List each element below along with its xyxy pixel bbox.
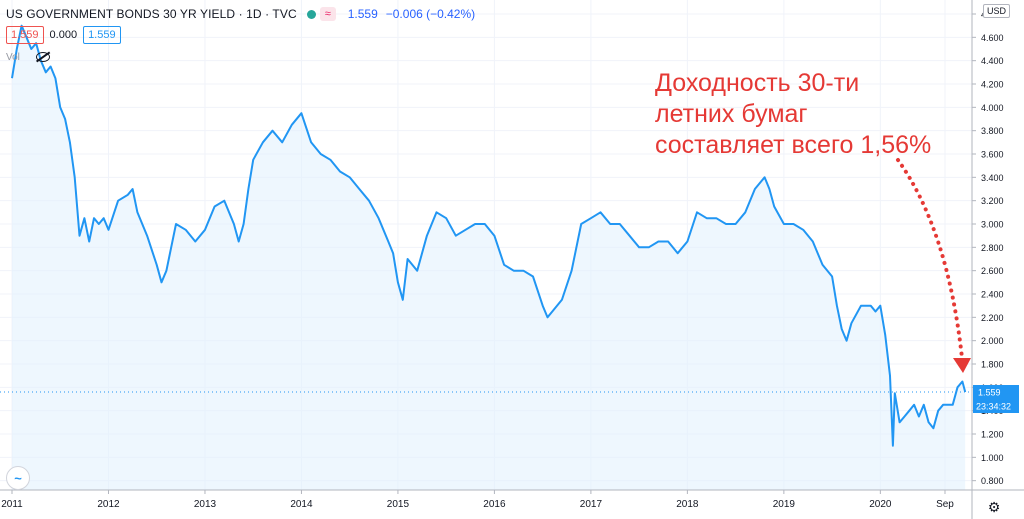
y-tick-label: 4.000 — [981, 103, 1004, 113]
y-tick-label: 1.200 — [981, 430, 1004, 440]
price-tag-value: 1.559 — [978, 388, 1001, 398]
y-tick-label: 3.800 — [981, 126, 1004, 136]
quote-row: 1.559 0.000 1.559 — [6, 26, 121, 44]
y-tick-label: 1.800 — [981, 360, 1004, 370]
sell-price[interactable]: 1.559 — [6, 26, 44, 44]
price-tag-box — [973, 385, 1019, 399]
y-tick-label: 3.200 — [981, 196, 1004, 206]
tradingview-logo-icon[interactable]: ~ — [6, 466, 30, 490]
y-tick-label: 2.200 — [981, 313, 1004, 323]
x-tick-label: Sep — [936, 499, 954, 510]
x-tick-label: 2011 — [1, 499, 23, 510]
y-tick-label: 0.800 — [981, 476, 1004, 486]
header-change: −0.006 (−0.42%) — [385, 7, 476, 21]
price-series[interactable] — [11, 24, 967, 490]
annotation-line-1: Доходность 30-ти — [655, 69, 860, 97]
countdown-box — [973, 399, 1019, 413]
compare-icon[interactable]: ≈ — [319, 7, 336, 21]
buy-price[interactable]: 1.559 — [83, 26, 121, 44]
x-tick-label: 2016 — [483, 499, 506, 510]
y-tick-label: 3.400 — [981, 173, 1004, 183]
spread-value: 0.000 — [49, 29, 78, 41]
header-price: 1.559 — [347, 7, 378, 21]
price-axis[interactable]: 0.8001.0001.2001.4001.6001.8002.0002.200… — [972, 10, 1004, 487]
x-tick-label: 2012 — [97, 499, 120, 510]
y-tick-label: 2.000 — [981, 336, 1004, 346]
volume-row: Vol — [6, 50, 50, 64]
volume-label: Vol — [6, 51, 20, 63]
x-tick-label: 2020 — [869, 499, 892, 510]
annotation-text: Доходность 30-ти летних бумаг составляет… — [655, 68, 955, 161]
chart-header: US GOVERNMENT BONDS 30 YR YIELD · 1D · T… — [6, 5, 475, 23]
annotation-arrow-head — [953, 358, 971, 373]
y-tick-label: 2.400 — [981, 290, 1004, 300]
x-tick-label: 2015 — [387, 499, 410, 510]
x-tick-label: 2018 — [676, 499, 699, 510]
x-tick-label: 2019 — [773, 499, 796, 510]
gear-icon[interactable]: ⚙ — [987, 499, 1001, 515]
symbol-title[interactable]: US GOVERNMENT BONDS 30 YR YIELD · 1D · T… — [6, 7, 297, 21]
x-tick-label: 2014 — [290, 499, 313, 510]
y-tick-label: 4.200 — [981, 80, 1004, 90]
countdown-value: 23:34:32 — [976, 402, 1011, 412]
y-tick-label: 3.000 — [981, 220, 1004, 230]
eye-off-icon[interactable] — [35, 52, 50, 62]
y-tick-label: 1.000 — [981, 453, 1004, 463]
market-status-icon[interactable] — [306, 9, 316, 19]
y-tick-label: 2.600 — [981, 266, 1004, 276]
y-tick-label: 4.600 — [981, 33, 1004, 43]
x-tick-label: 2017 — [580, 499, 603, 510]
y-tick-label: 3.600 — [981, 150, 1004, 160]
annotation-line-3: составляет всего 1,56% — [655, 131, 932, 159]
current-price-tag: 1.559 23:34:32 — [973, 385, 1019, 413]
price-area — [12, 25, 966, 490]
annotation-line-2: летних бумаг — [655, 100, 808, 128]
currency-badge[interactable]: USD — [983, 4, 1011, 18]
x-tick-label: 2013 — [194, 499, 217, 510]
y-tick-label: 4.400 — [981, 56, 1004, 66]
time-axis[interactable]: 2011 2012 2013 2014 2015 2016 2017 2018 2019 2020… — [1, 490, 954, 510]
annotation-arrow — [896, 158, 964, 360]
price-line[interactable] — [11, 24, 967, 447]
y-tick-label: 2.800 — [981, 243, 1004, 253]
